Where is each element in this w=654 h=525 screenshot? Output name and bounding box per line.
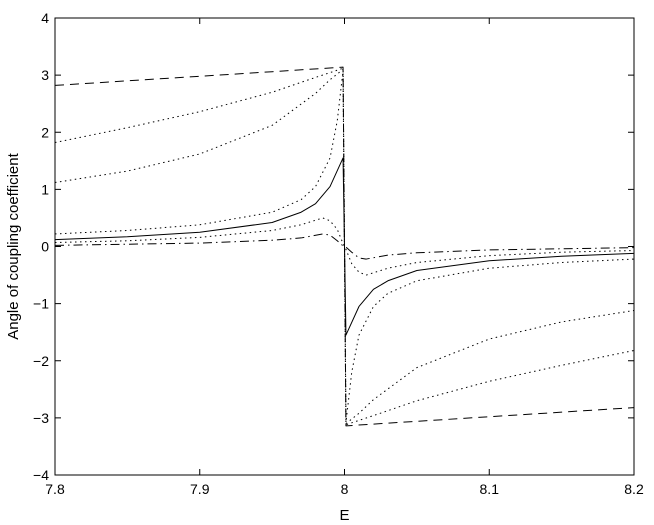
y-tick-label: 3 — [41, 67, 49, 83]
y-axis-label: Angle of coupling coefficient — [5, 152, 22, 339]
x-tick-label: 8.2 — [624, 481, 644, 497]
y-tick-label: 2 — [41, 124, 49, 140]
series-line-7-dashdot — [54, 233, 635, 260]
y-tick-label: 0 — [41, 239, 49, 255]
series-line-5-dotted — [54, 70, 635, 423]
series-layer — [54, 66, 635, 427]
x-axis-label: E — [339, 507, 349, 524]
y-tick-label: −1 — [33, 296, 49, 312]
y-tick-label: 1 — [41, 181, 49, 197]
ticks-layer: 7.8 7.9 8 8.1 8.2 −4 −3 −2 −1 0 1 2 3 4 — [33, 10, 644, 497]
x-tick-label: 7.8 — [45, 481, 65, 497]
y-tick-label: −3 — [33, 410, 49, 426]
y-tick-label: 4 — [41, 10, 49, 26]
y-tick-label: −2 — [33, 353, 49, 369]
x-tick-label: 8 — [341, 481, 349, 497]
y-tick-label: −4 — [33, 467, 49, 483]
x-tick-label: 7.9 — [190, 481, 210, 497]
x-tick-label: 8.1 — [480, 481, 500, 497]
